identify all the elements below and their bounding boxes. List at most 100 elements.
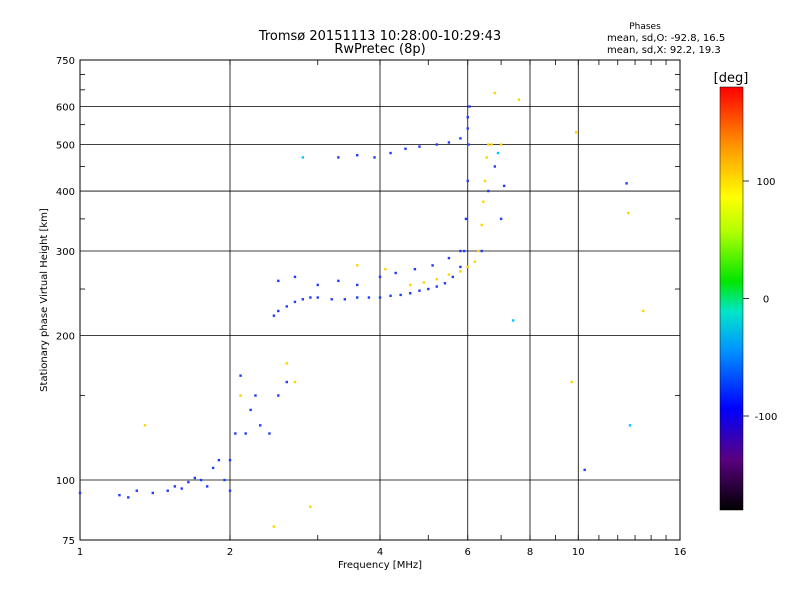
data-point <box>451 275 455 279</box>
data-points <box>78 91 645 528</box>
colorbar <box>719 86 744 511</box>
data-point <box>435 143 438 146</box>
data-point <box>378 296 382 299</box>
chart-title: Tromsø 20151113 10:28:00-10:29:43 <box>258 29 501 44</box>
data-point <box>480 249 483 253</box>
colorbar-tick-label: 100 <box>756 177 775 188</box>
data-point <box>228 489 232 492</box>
data-point <box>583 468 586 472</box>
data-point <box>413 267 417 271</box>
data-point <box>485 156 488 159</box>
data-point <box>625 182 628 185</box>
stats-header: Phases <box>629 22 661 32</box>
data-point <box>293 275 297 279</box>
stats-line-x: mean, sd,X: 92.2, 19.3 <box>607 45 721 56</box>
grid-lines <box>80 60 680 540</box>
data-point <box>447 273 451 276</box>
stats-line-o: mean, sd,O: -92.8, 16.5 <box>607 33 725 44</box>
data-point <box>239 374 242 377</box>
data-point <box>285 380 288 384</box>
data-point <box>355 264 359 267</box>
data-point <box>490 143 493 146</box>
data-point <box>483 179 487 183</box>
data-point <box>511 319 515 322</box>
data-point <box>418 289 421 292</box>
data-point <box>447 256 451 260</box>
data-point <box>467 143 470 146</box>
data-point <box>277 279 280 283</box>
data-point <box>367 296 371 299</box>
data-point <box>499 143 503 146</box>
x-tick-label: 10 <box>572 547 585 558</box>
data-point <box>193 476 197 480</box>
data-point <box>443 282 447 285</box>
data-point <box>228 458 232 462</box>
y-tick-label: 100 <box>56 476 75 487</box>
data-point <box>268 432 271 435</box>
data-point <box>459 270 462 273</box>
x-tick-label: 6 <box>465 547 471 558</box>
x-tick-label: 8 <box>527 547 533 558</box>
data-point <box>418 145 421 148</box>
data-point <box>409 292 412 295</box>
data-point <box>211 466 215 470</box>
y-tick-label: 400 <box>56 187 75 198</box>
data-point <box>473 260 477 263</box>
y-tick-label: 75 <box>62 536 75 547</box>
data-point <box>78 491 82 495</box>
x-axis-label: Frequency [MHz] <box>338 560 422 571</box>
data-point <box>355 296 359 299</box>
data-point <box>459 265 462 269</box>
data-point <box>487 189 490 193</box>
data-point <box>435 278 438 281</box>
data-point <box>468 105 471 108</box>
data-point <box>466 179 469 183</box>
data-point <box>627 211 630 215</box>
data-point <box>499 217 503 221</box>
data-point <box>309 505 312 508</box>
data-point <box>517 98 521 101</box>
data-point <box>249 408 252 412</box>
data-point <box>234 432 237 435</box>
data-point <box>301 156 305 159</box>
y-tick-label: 750 <box>56 56 75 67</box>
data-point <box>316 283 319 287</box>
data-point <box>301 298 305 301</box>
data-point <box>493 165 497 168</box>
data-point <box>409 283 412 287</box>
data-point <box>389 151 392 155</box>
data-point <box>285 362 288 365</box>
data-point <box>293 300 297 304</box>
data-point <box>570 380 573 384</box>
data-point <box>223 478 226 482</box>
data-point <box>394 271 397 275</box>
data-point <box>422 281 426 284</box>
data-point <box>431 264 434 267</box>
data-point <box>464 217 468 221</box>
data-point <box>459 249 462 253</box>
data-point <box>285 305 288 308</box>
x-axis: 1 2 4 6 8 10 16 <box>77 60 687 558</box>
x-tick-label: 16 <box>674 547 687 558</box>
colorbar-tick-label: 0 <box>763 295 769 306</box>
data-point <box>487 143 490 146</box>
data-point <box>574 131 578 134</box>
data-point <box>466 116 469 119</box>
data-point <box>293 380 297 384</box>
data-point <box>187 480 190 484</box>
data-point <box>447 141 451 144</box>
data-point <box>217 458 221 462</box>
data-point <box>435 285 438 288</box>
data-point <box>166 489 169 492</box>
data-point <box>118 493 121 497</box>
data-point <box>244 432 247 435</box>
data-point <box>143 424 147 427</box>
data-point <box>254 394 257 397</box>
data-point <box>277 394 280 397</box>
data-point <box>239 394 242 397</box>
data-point <box>642 309 645 313</box>
x-tick-label: 2 <box>227 547 233 558</box>
chart-subtitle: RwPretec (8p) <box>334 42 425 57</box>
data-point <box>628 424 632 427</box>
